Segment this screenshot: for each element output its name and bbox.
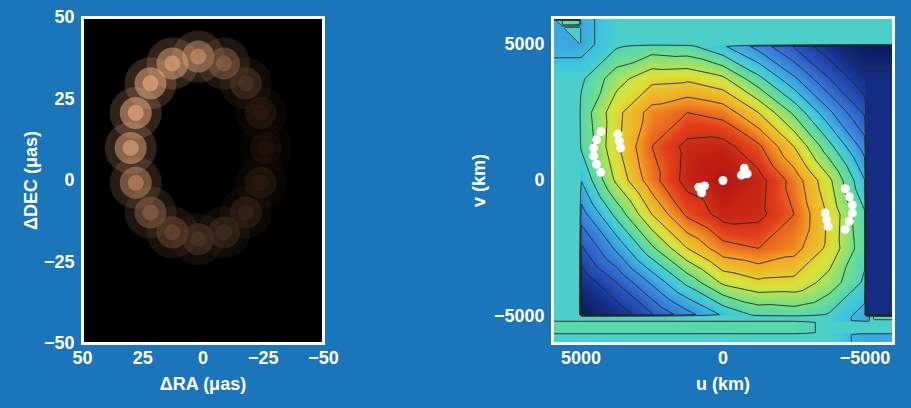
svg-text:0: 0	[534, 170, 544, 190]
svg-text:50: 50	[72, 348, 92, 368]
svg-text:ΔRA (μas): ΔRA (μas)	[160, 374, 246, 394]
svg-text:50: 50	[54, 7, 74, 27]
svg-text:5000: 5000	[561, 348, 601, 368]
svg-text:−25: −25	[248, 348, 279, 368]
svg-text:−5000: −5000	[840, 348, 891, 368]
svg-text:u (km): u (km)	[696, 374, 750, 394]
svg-text:0: 0	[198, 348, 208, 368]
svg-text:25: 25	[133, 348, 153, 368]
svg-text:−50: −50	[308, 348, 339, 368]
svg-text:0: 0	[64, 170, 74, 190]
svg-text:25: 25	[54, 89, 74, 109]
svg-text:ΔDEC (μas): ΔDEC (μas)	[21, 131, 41, 230]
svg-text:0: 0	[718, 348, 728, 368]
svg-text:v (km): v (km)	[469, 154, 489, 207]
svg-text:−25: −25	[44, 252, 75, 272]
svg-text:−50: −50	[44, 333, 75, 353]
svg-text:5000: 5000	[504, 34, 544, 54]
svg-text:−5000: −5000	[494, 306, 545, 326]
